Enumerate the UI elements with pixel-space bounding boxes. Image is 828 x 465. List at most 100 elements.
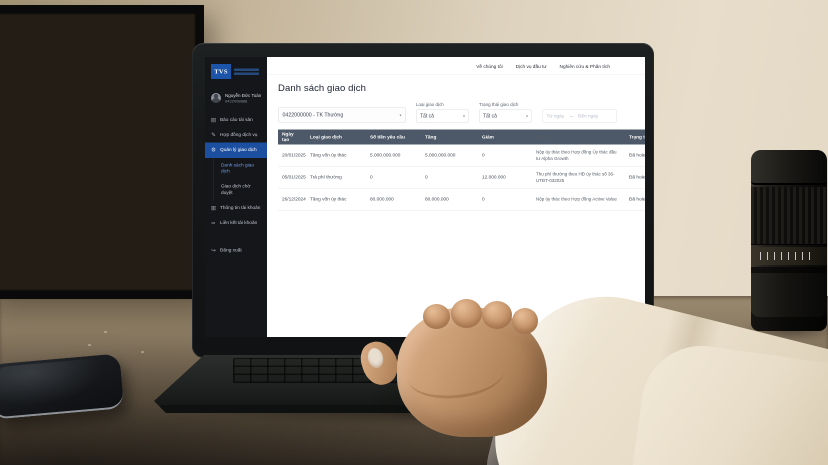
column-header: Ngày tạo xyxy=(282,131,294,143)
date-range-input[interactable]: Từ ngày → Đến ngày xyxy=(542,109,617,123)
transactions-table: Ngày tạo Loại giao dịch Số tiền yêu cầu Tăn… xyxy=(278,129,645,211)
link-icon: ∞ xyxy=(211,220,216,227)
topnav: Về chúng tôi Dịch vụ đầu tư Nghiên cứu & P… xyxy=(267,57,645,75)
filters-bar: 0422000000 - TK Thường ▾ Loại giao dịch … xyxy=(278,102,645,123)
avatar xyxy=(211,93,221,104)
sidebar-item-label: Giao dịch chờ duyệt xyxy=(221,183,251,196)
tvs-logo-icon: TVS xyxy=(211,64,231,79)
dust-speck xyxy=(88,344,91,346)
type-filter-select[interactable]: Tất cả ▾ xyxy=(416,109,469,123)
account-select[interactable]: 0422000000 - TK Thường ▾ xyxy=(278,107,406,123)
table-cell: Đã hoàn thành xyxy=(629,196,645,203)
picture-frame xyxy=(0,5,204,299)
transactions-table-body: 20/01/2025 Tăng vốn ủy thác 5.000.000.000 5… xyxy=(278,145,645,211)
sidebar-item-lien-ket-tai-khoan[interactable]: ∞ Liên kết tài khoản xyxy=(205,216,267,231)
table-cell: 5.000.000.000 xyxy=(425,152,456,159)
sidebar-item-danh-sach-giao-dich[interactable]: Danh sách giao dịch xyxy=(205,157,267,180)
status-filter-value: Tất cả xyxy=(483,113,497,119)
table-cell: Thu phí thường theo HĐ ủy thác số 36-UTĐ… xyxy=(536,171,615,183)
table-cell: 0 xyxy=(425,174,428,181)
table-cell: Nộp ủy thác theo Hợp đồng Active Value xyxy=(536,196,617,202)
table-row[interactable]: 05/01/2025 Trả phí thường 0 0 12.000.000 Thu … xyxy=(278,167,645,189)
type-filter-group: Loại giao dịch Tất cả ▾ xyxy=(416,102,469,123)
table-cell: Đã hoàn thành xyxy=(629,152,645,159)
dust-speck xyxy=(141,351,144,353)
sidebar-item-hop-dong-dich-vu[interactable]: ✎ Hợp đồng dịch vụ xyxy=(205,128,267,143)
type-filter-label: Loại giao dịch xyxy=(416,102,444,107)
sidebar-item-label: Thông tin tài khoản xyxy=(220,205,261,211)
table-cell: 0 xyxy=(482,196,485,203)
table-cell: 0 xyxy=(482,152,485,159)
column-header: Trạng thái xyxy=(629,134,645,140)
nav-link[interactable]: Về chúng tôi xyxy=(476,64,503,70)
camera-lens xyxy=(751,150,827,331)
table-cell: 26/12/2024 xyxy=(282,196,306,203)
sidebar-item-quan-ly-giao-dich[interactable]: ⚙ Quản lý giao dịch xyxy=(205,142,267,158)
table-cell: Nộp ủy thác theo Hợp đồng Ủy thác đầu tư… xyxy=(536,149,617,161)
sidebar-menu: ▤ Báo cáo tài sản ✎ Hợp đồng dịch vụ ⚙ Quản l… xyxy=(205,110,267,260)
nav-link[interactable]: Dịch vụ đầu tư xyxy=(515,64,547,70)
table-cell: 0 xyxy=(370,174,373,181)
nav-link[interactable]: Nghiên cứu & Phân tích xyxy=(559,64,610,70)
table-cell: 80.000.000 xyxy=(425,196,449,203)
table-cell: Trả phí thường xyxy=(310,174,342,181)
report-icon: ▤ xyxy=(210,116,217,123)
user-name: Nguyễn Đức Toàn xyxy=(225,93,262,98)
chevron-down-icon: ▾ xyxy=(525,113,528,119)
sidebar-item-label: Quản lý giao dịch xyxy=(220,147,257,153)
sidebar-item-label: Báo cáo tài sản xyxy=(220,116,253,123)
lens-hood xyxy=(751,150,827,185)
brand-logo[interactable]: TVS xyxy=(205,57,267,85)
column-header: Mô tả xyxy=(536,134,548,140)
contract-icon: ✎ xyxy=(211,132,216,139)
account-select-value: 0422000000 - TK Thường xyxy=(282,112,344,118)
column-header: Số tiền yêu cầu xyxy=(370,134,405,140)
lens-focus-ring xyxy=(751,187,827,245)
status-filter-group: Trạng thái giao dịch Tất cả ▾ xyxy=(479,102,532,123)
user-profile: Nguyễn Đức Toàn 0422008888 xyxy=(205,85,267,110)
page-title: Danh sách giao dịch xyxy=(278,83,366,94)
table-row[interactable]: 20/01/2025 Tăng vốn ủy thác 5.000.000.000 5… xyxy=(278,145,645,167)
table-cell: 12.000.000 xyxy=(482,174,506,181)
date-to-placeholder: Đến ngày xyxy=(577,113,599,119)
sidebar-item-label: Liên kết tài khoản xyxy=(220,220,258,226)
column-header: Tăng xyxy=(425,134,437,140)
sidebar-item-label: Danh sách giao dịch xyxy=(221,162,255,175)
chevron-down-icon: ▾ xyxy=(462,113,465,119)
page: Danh sách giao dịch 0422000000 - TK Thườ… xyxy=(267,83,645,211)
account-info-icon: ▥ xyxy=(210,205,217,212)
table-row[interactable]: 26/12/2024 Tăng vốn ủy thác 80.000.000 80.0… xyxy=(278,189,645,211)
sidebar-item-thong-tin-tai-khoan[interactable]: ▥ Thông tin tài khoản xyxy=(205,201,267,216)
status-filter-select[interactable]: Tất cả ▾ xyxy=(479,109,532,123)
smartphone xyxy=(0,353,125,420)
user-account-number: 0422008888 xyxy=(225,98,248,104)
arrow-right-icon: → xyxy=(568,113,574,119)
table-cell: Tăng vốn ủy thác xyxy=(310,152,347,159)
dust-speck xyxy=(104,331,107,333)
column-header: Giảm xyxy=(482,134,494,140)
logout-icon: ↪ xyxy=(211,247,216,254)
sidebar-item-label: Đăng xuất xyxy=(220,247,242,253)
table-cell: 80.000.000 xyxy=(370,196,394,203)
type-filter-value: Tất cả xyxy=(420,113,434,119)
transactions-table-header: Ngày tạo Loại giao dịch Số tiền yêu cầu Tăn… xyxy=(278,129,645,145)
lens-scale-window xyxy=(751,247,827,265)
transactions-icon: ⚙ xyxy=(211,147,216,154)
table-cell: 5.000.000.000 xyxy=(370,152,401,159)
table-cell: 20/01/2025 xyxy=(282,152,306,159)
framed-photo xyxy=(0,14,195,290)
sidebar: TVS Nguyễn Đức Toàn 0422008888 ▤ Báo cáo … xyxy=(205,57,267,337)
sidebar-item-bao-cao-tai-san[interactable]: ▤ Báo cáo tài sản xyxy=(205,112,267,127)
table-cell: 05/01/2025 xyxy=(282,174,306,181)
chevron-down-icon: ▾ xyxy=(399,112,402,118)
date-from-placeholder: Từ ngày xyxy=(546,113,565,119)
column-header: Loại giao dịch xyxy=(310,134,342,140)
table-cell: Đã hoàn thành xyxy=(629,174,645,181)
table-cell: Tăng vốn ủy thác xyxy=(310,196,347,203)
lens-barrel xyxy=(751,267,827,331)
logo-subtext-lines xyxy=(234,68,259,75)
status-filter-label: Trạng thái giao dịch xyxy=(479,102,519,107)
sidebar-item-dang-xuat[interactable]: ↪ Đăng xuất xyxy=(205,243,267,258)
sidebar-item-giao-dich-cho-duyet[interactable]: Giao dịch chờ duyệt xyxy=(205,179,267,201)
